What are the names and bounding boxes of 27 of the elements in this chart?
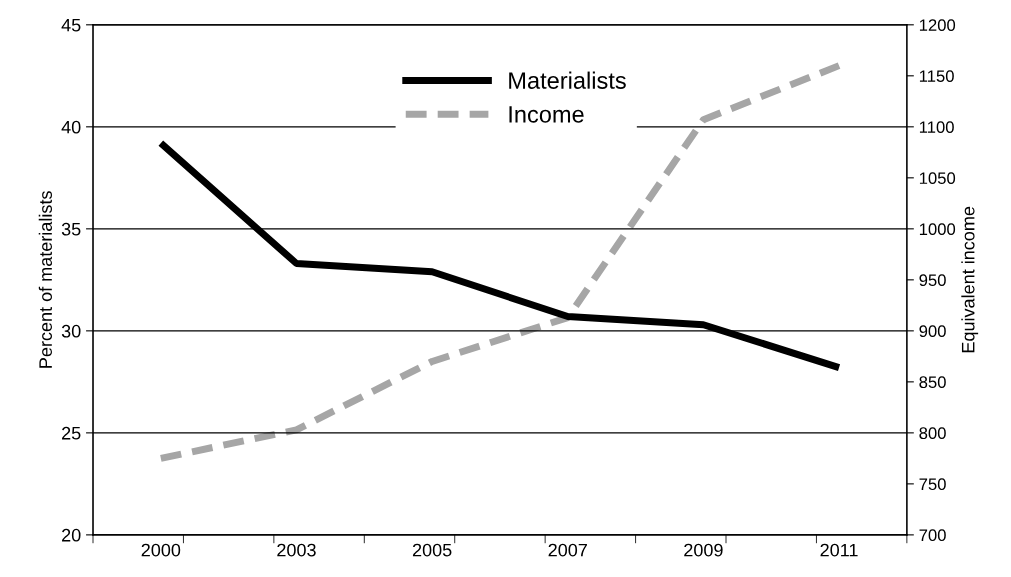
legend-label: Materialists <box>509 71 626 89</box>
y2-tick-label: 750 <box>919 478 946 491</box>
y2-tick-label: 1050 <box>919 172 956 185</box>
y2-tick-label: 700 <box>919 529 946 542</box>
x-tick-label: 2009 <box>684 543 723 557</box>
y2-axis-title: Equivalent income <box>961 206 979 353</box>
y-tick-label: 40 <box>61 120 81 134</box>
y-tick-label: 30 <box>61 324 81 338</box>
y2-tick-label: 850 <box>919 376 946 389</box>
y2-tick-label: 1000 <box>919 223 956 236</box>
x-tick-label: 2005 <box>412 543 452 557</box>
x-tick-label: 2007 <box>548 543 587 557</box>
y2-tick-label: 900 <box>919 325 946 338</box>
y2-tick-label: 1150 <box>919 70 954 83</box>
x-tick-label: 2003 <box>277 543 316 557</box>
y2-tick-label: 950 <box>919 274 946 287</box>
y-tick-label: 25 <box>62 426 81 440</box>
y2-tick-label: 1100 <box>919 121 954 134</box>
x-tick-label: 2000 <box>141 543 181 557</box>
y-tick-label: 45 <box>61 18 81 32</box>
y-tick-label: 35 <box>61 222 81 236</box>
y2-tick-label: 1200 <box>919 19 956 32</box>
y-axis-title: Percent of materialists <box>38 191 52 368</box>
y2-tick-label: 800 <box>919 427 946 440</box>
y-tick-label: 20 <box>62 528 81 542</box>
legend-label: Income <box>509 106 584 123</box>
x-tick-label: 2011 <box>820 543 858 557</box>
